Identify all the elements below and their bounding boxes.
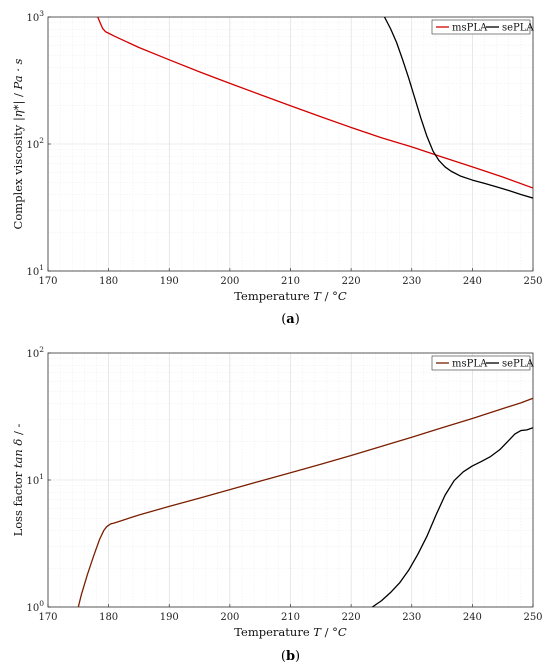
legend-box [431,355,531,371]
legend-label-sepla: sePLA [502,23,534,34]
y-tick-label: 101 [26,472,44,487]
chart-panel-a: 170 180 190 200 210 220 230 240 250 101 102 103 Te… [11,9,543,327]
x-tick-label: 170 [38,276,57,287]
x-axis-label-a: Temperature T / °C [234,289,347,303]
x-tick-label: 240 [463,276,482,287]
legend-box [431,19,531,35]
x-axis-label-b: Temperature T / °C [234,625,347,639]
panel-label-a: (a) [281,312,300,327]
y-tick-label: 100 [26,599,44,614]
x-tick-label: 240 [463,612,482,623]
series-line-mspla-b [77,397,533,607]
x-tick-label: 200 [220,612,239,623]
y-tick-label: 102 [26,136,44,151]
series-group-a [97,17,533,199]
x-tick-label: 180 [99,612,118,623]
x-tick-label: 220 [342,276,361,287]
x-tick-label: 220 [342,612,361,623]
x-tick-label: 210 [281,276,300,287]
x-tick-label: 250 [523,276,542,287]
y-tick-label: 102 [26,345,44,360]
y-ticks-a: 101 102 103 [26,9,51,278]
y-axis-label-a: Complex viscosity |η*| / Pa · s [11,58,26,229]
x-ticks-a: 170 180 190 200 210 220 230 240 250 [38,268,543,287]
series-line-mspla-a [97,17,533,189]
x-tick-label: 250 [523,612,542,623]
x-tick-label: 210 [281,612,300,623]
series-line-sepla-a [383,17,533,199]
x-tick-label: 180 [99,276,118,287]
legend-a: msPLA sePLA [431,19,534,35]
chart-panel-b: 170 180 190 200 210 220 230 240 250 100 101 102 Te… [11,345,543,664]
legend-label-sepla: sePLA [502,359,534,370]
x-tick-label: 200 [220,276,239,287]
x-tick-label: 230 [402,276,421,287]
panel-label-b: (b) [281,649,300,664]
x-tick-label: 230 [402,612,421,623]
series-line-sepla-b [371,427,533,607]
legend-b: msPLA sePLA [431,355,534,371]
x-tick-label: 190 [160,612,179,623]
grid-a [47,16,534,272]
y-ticks-b: 100 101 102 [26,345,51,614]
series-group-b [77,397,533,607]
y-tick-label: 101 [26,263,44,278]
grid-b [47,352,534,608]
legend-label-mspla: msPLA [452,23,488,34]
x-tick-label: 170 [38,612,57,623]
y-tick-label: 103 [26,9,44,24]
y-axis-label-b: Loss factor tan δ / - [11,423,25,536]
x-ticks-b: 170 180 190 200 210 220 230 240 250 [38,604,543,623]
x-tick-label: 190 [160,276,179,287]
legend-label-mspla: msPLA [452,359,488,370]
